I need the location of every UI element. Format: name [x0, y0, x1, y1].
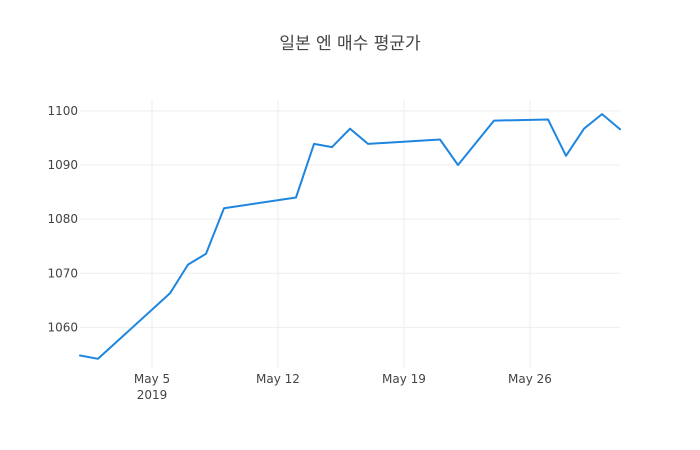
series-line — [79, 113, 621, 360]
x-tick-label: May 26 — [508, 372, 552, 386]
y-tick-label: 1100 — [47, 104, 78, 118]
x-axis-ticks: May 5 2019 May 12 May 19 May 26 — [134, 372, 552, 402]
y-tick-label: 1080 — [47, 212, 78, 226]
grid-layer — [80, 100, 620, 368]
x-tick-label: May 5 — [134, 372, 170, 386]
y-tick-label: 1090 — [47, 158, 78, 172]
y-tick-label: 1070 — [47, 266, 78, 280]
x-tick-sublabel: 2019 — [137, 388, 168, 402]
x-tick-label: May 19 — [382, 372, 426, 386]
chart-title: 일본 엔 매수 평균가 — [279, 34, 421, 54]
x-tick-label: May 12 — [256, 372, 300, 386]
y-axis-ticks: 1060 1070 1080 1090 1100 — [47, 104, 78, 335]
series-layer — [79, 113, 621, 360]
y-tick-label: 1060 — [47, 320, 78, 334]
